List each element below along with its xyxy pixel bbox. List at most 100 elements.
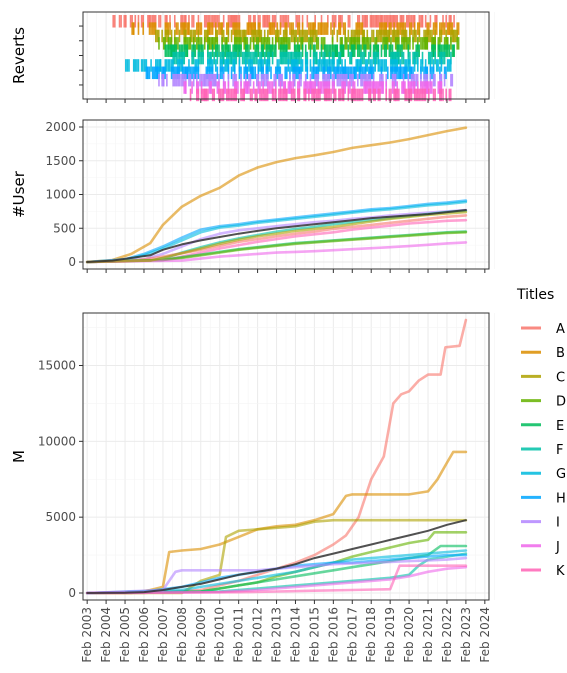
series-line-H: [85, 553, 468, 595]
revert-mark-F: [178, 51, 181, 65]
revert-mark-H: [251, 66, 255, 80]
revert-mark-I: [350, 73, 353, 87]
revert-mark-B: [142, 22, 144, 35]
revert-mark-H: [336, 66, 340, 80]
revert-mark-F: [191, 51, 195, 65]
revert-mark-F: [338, 51, 342, 65]
revert-mark-C: [189, 29, 193, 43]
revert-mark-A: [450, 15, 452, 28]
revert-mark-B: [333, 22, 335, 35]
revert-mark-K: [352, 88, 354, 102]
revert-mark-A: [380, 15, 384, 28]
x-tick-label: Feb 2020: [402, 607, 416, 663]
x-tick-label: Feb 2014: [288, 607, 302, 663]
revert-mark-H: [345, 66, 348, 80]
legend-item-G: G: [521, 467, 566, 482]
revert-mark-I: [202, 73, 206, 87]
revert-mark-H: [405, 66, 408, 80]
revert-mark-J: [440, 81, 443, 94]
revert-mark-J: [385, 81, 388, 94]
revert-mark-K: [243, 88, 245, 102]
revert-mark-K: [357, 88, 359, 102]
revert-mark-K: [282, 88, 285, 102]
revert-mark-E: [380, 44, 383, 57]
revert-mark-J: [349, 81, 351, 94]
revert-mark-E: [415, 44, 417, 57]
revert-mark-I: [443, 73, 446, 87]
revert-mark-F: [431, 51, 433, 65]
revert-mark-B: [322, 22, 324, 35]
revert-mark-H: [292, 66, 294, 80]
revert-mark-H: [399, 66, 402, 80]
x-tick-label: Feb 2015: [307, 607, 321, 663]
revert-mark-F: [377, 51, 380, 65]
revert-mark-F: [319, 51, 321, 65]
revert-mark-H: [412, 66, 414, 80]
revert-mark-J: [240, 81, 242, 94]
revert-mark-A: [216, 15, 219, 28]
revert-mark-A: [229, 15, 233, 28]
revert-mark-G: [301, 59, 304, 72]
revert-mark-C: [353, 29, 357, 43]
revert-mark-D: [396, 37, 399, 50]
revert-mark-E: [265, 44, 268, 57]
revert-mark-C: [451, 29, 455, 43]
revert-mark-G: [290, 59, 294, 72]
revert-mark-D: [349, 37, 353, 50]
revert-mark-C: [244, 29, 247, 43]
revert-mark-G: [369, 59, 372, 72]
revert-mark-G: [413, 59, 416, 72]
revert-mark-A: [334, 15, 337, 28]
revert-mark-E: [439, 44, 441, 57]
revert-mark-D: [243, 37, 247, 50]
revert-mark-K: [415, 88, 417, 102]
revert-mark-D: [199, 37, 201, 50]
revert-mark-B: [183, 22, 187, 35]
revert-mark-I: [181, 73, 185, 87]
revert-mark-A: [213, 15, 216, 28]
revert-mark-K: [330, 88, 332, 102]
revert-mark-H: [327, 66, 329, 80]
revert-mark-B: [312, 22, 316, 35]
revert-mark-D: [237, 37, 239, 50]
revert-mark-J: [289, 81, 293, 94]
revert-mark-G: [390, 59, 392, 72]
revert-mark-D: [235, 37, 238, 50]
revert-mark-A: [112, 15, 115, 28]
revert-mark-G: [312, 59, 315, 72]
revert-mark-K: [265, 88, 269, 102]
revert-mark-G: [371, 59, 373, 72]
revert-mark-G: [358, 59, 362, 72]
revert-mark-B: [286, 22, 288, 35]
revert-mark-A: [399, 15, 403, 28]
revert-mark-I: [360, 73, 364, 87]
revert-mark-F: [412, 51, 416, 65]
revert-mark-H: [148, 66, 151, 80]
revert-mark-K: [358, 88, 361, 102]
revert-mark-E: [385, 44, 388, 57]
revert-mark-A: [341, 15, 343, 28]
revert-mark-E: [279, 44, 282, 57]
revert-mark-E: [453, 44, 455, 57]
revert-mark-D: [382, 37, 384, 50]
revert-mark-C: [314, 29, 317, 43]
revert-mark-D: [300, 37, 304, 50]
x-tick-label: Feb 2008: [175, 607, 189, 663]
revert-mark-A: [205, 15, 208, 28]
revert-mark-I: [391, 73, 394, 87]
revert-mark-C: [298, 29, 301, 43]
revert-mark-D: [439, 37, 441, 50]
revert-mark-H: [189, 66, 192, 80]
series-line-K: [85, 564, 468, 595]
revert-mark-F: [268, 51, 271, 65]
revert-mark-J: [364, 81, 367, 94]
revert-mark-A: [434, 15, 438, 28]
revert-mark-A: [257, 15, 260, 28]
revert-mark-G: [366, 59, 369, 72]
revert-mark-I: [281, 73, 283, 87]
revert-mark-B: [301, 22, 304, 35]
revert-mark-B: [311, 22, 315, 35]
revert-mark-C: [274, 29, 278, 43]
revert-mark-D: [412, 37, 414, 50]
revert-mark-C: [401, 29, 403, 43]
